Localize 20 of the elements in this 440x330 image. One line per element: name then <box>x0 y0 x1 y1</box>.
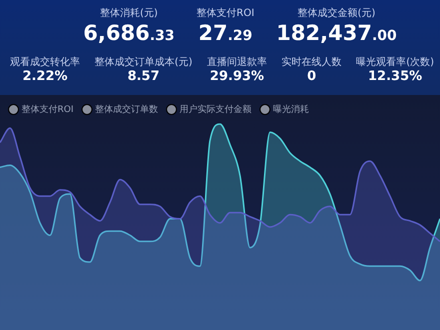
legend-label: 曝光消耗 <box>272 104 309 115</box>
text: 0 <box>306 69 318 84</box>
legend-label: 用户实际支付金额 <box>179 104 252 115</box>
legend-label: 整体成交订单数 <box>94 104 158 115</box>
text: 12.35% <box>367 69 424 84</box>
text: 27.29 <box>198 21 252 45</box>
text: 曝光观看率(次数) <box>356 56 434 69</box>
text: 整体成交订单成本(元) <box>94 56 192 69</box>
text: 2.22% <box>21 69 69 84</box>
text: 8.57 <box>126 69 161 84</box>
text: 整体成交金额(元) <box>296 6 376 20</box>
text: 29.93% <box>208 69 266 84</box>
text: 观看成交转化率 <box>10 56 80 69</box>
legend-label: 整体支付ROI <box>22 104 74 115</box>
text: 6,686.33 <box>83 21 174 45</box>
text: 直播间退款率 <box>207 56 267 69</box>
text: 整体消耗(元) <box>98 6 159 20</box>
text: 实时在线人数 <box>282 56 342 69</box>
text: 182,437.00 <box>276 21 397 45</box>
text: 整体支付ROI <box>196 6 254 20</box>
